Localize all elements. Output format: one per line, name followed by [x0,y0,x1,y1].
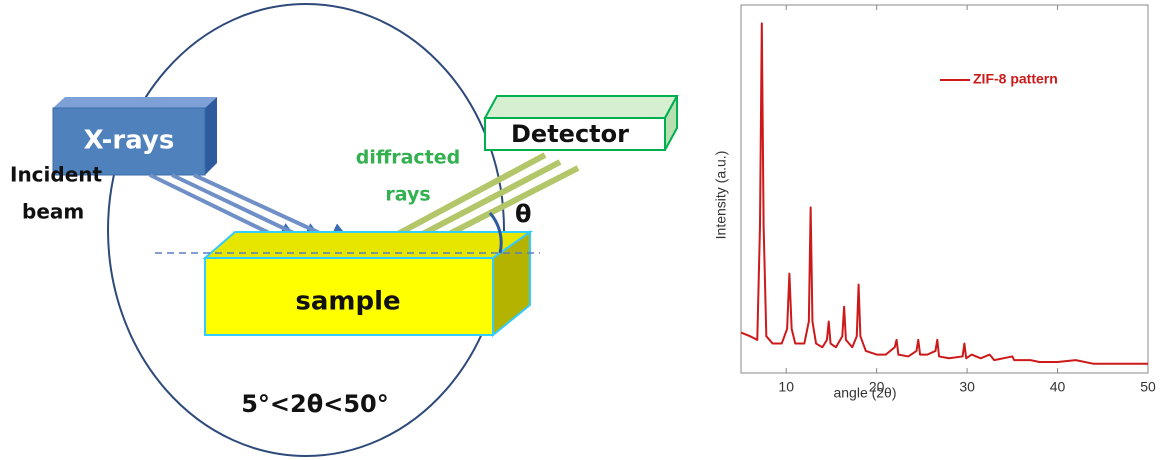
diagram: X-rays Incident beam diffracted rays Det… [10,4,677,456]
goniometer-circle [108,4,504,456]
diffracted-label: diffracted [356,147,461,169]
x-tick-label: 30 [959,379,975,395]
legend-label: ZIF-8 pattern [973,71,1058,87]
diffracted-label: rays [385,184,430,206]
detector-top [485,96,677,118]
x-tick-label: 10 [778,379,794,395]
source-top [53,97,217,108]
sample-top [205,232,530,258]
figure: X-rays Incident beam diffracted rays Det… [0,0,1162,460]
x-tick-label: 50 [1140,379,1156,395]
x-axis-label: angle (2θ) [833,385,896,401]
range-label: 5°<2θ<50° [241,390,389,418]
detector-label: Detector [511,120,629,148]
source-side [205,97,217,175]
y-axis-label: Intensity (a.u.) [713,151,729,240]
plot-frame [741,5,1148,373]
sample-label: sample [295,287,400,317]
angle-label: θ [515,200,532,228]
x-tick-label: 20 [869,379,885,395]
source-caption: beam [22,200,84,224]
source-caption: Incident [10,163,103,187]
data-line [741,23,1148,363]
x-tick-label: 40 [1050,379,1066,395]
source-label: X-rays [84,126,175,156]
chart: angle (2θ) Intensity (a.u.) 10 20 30 40 50 ZI… [713,5,1156,401]
